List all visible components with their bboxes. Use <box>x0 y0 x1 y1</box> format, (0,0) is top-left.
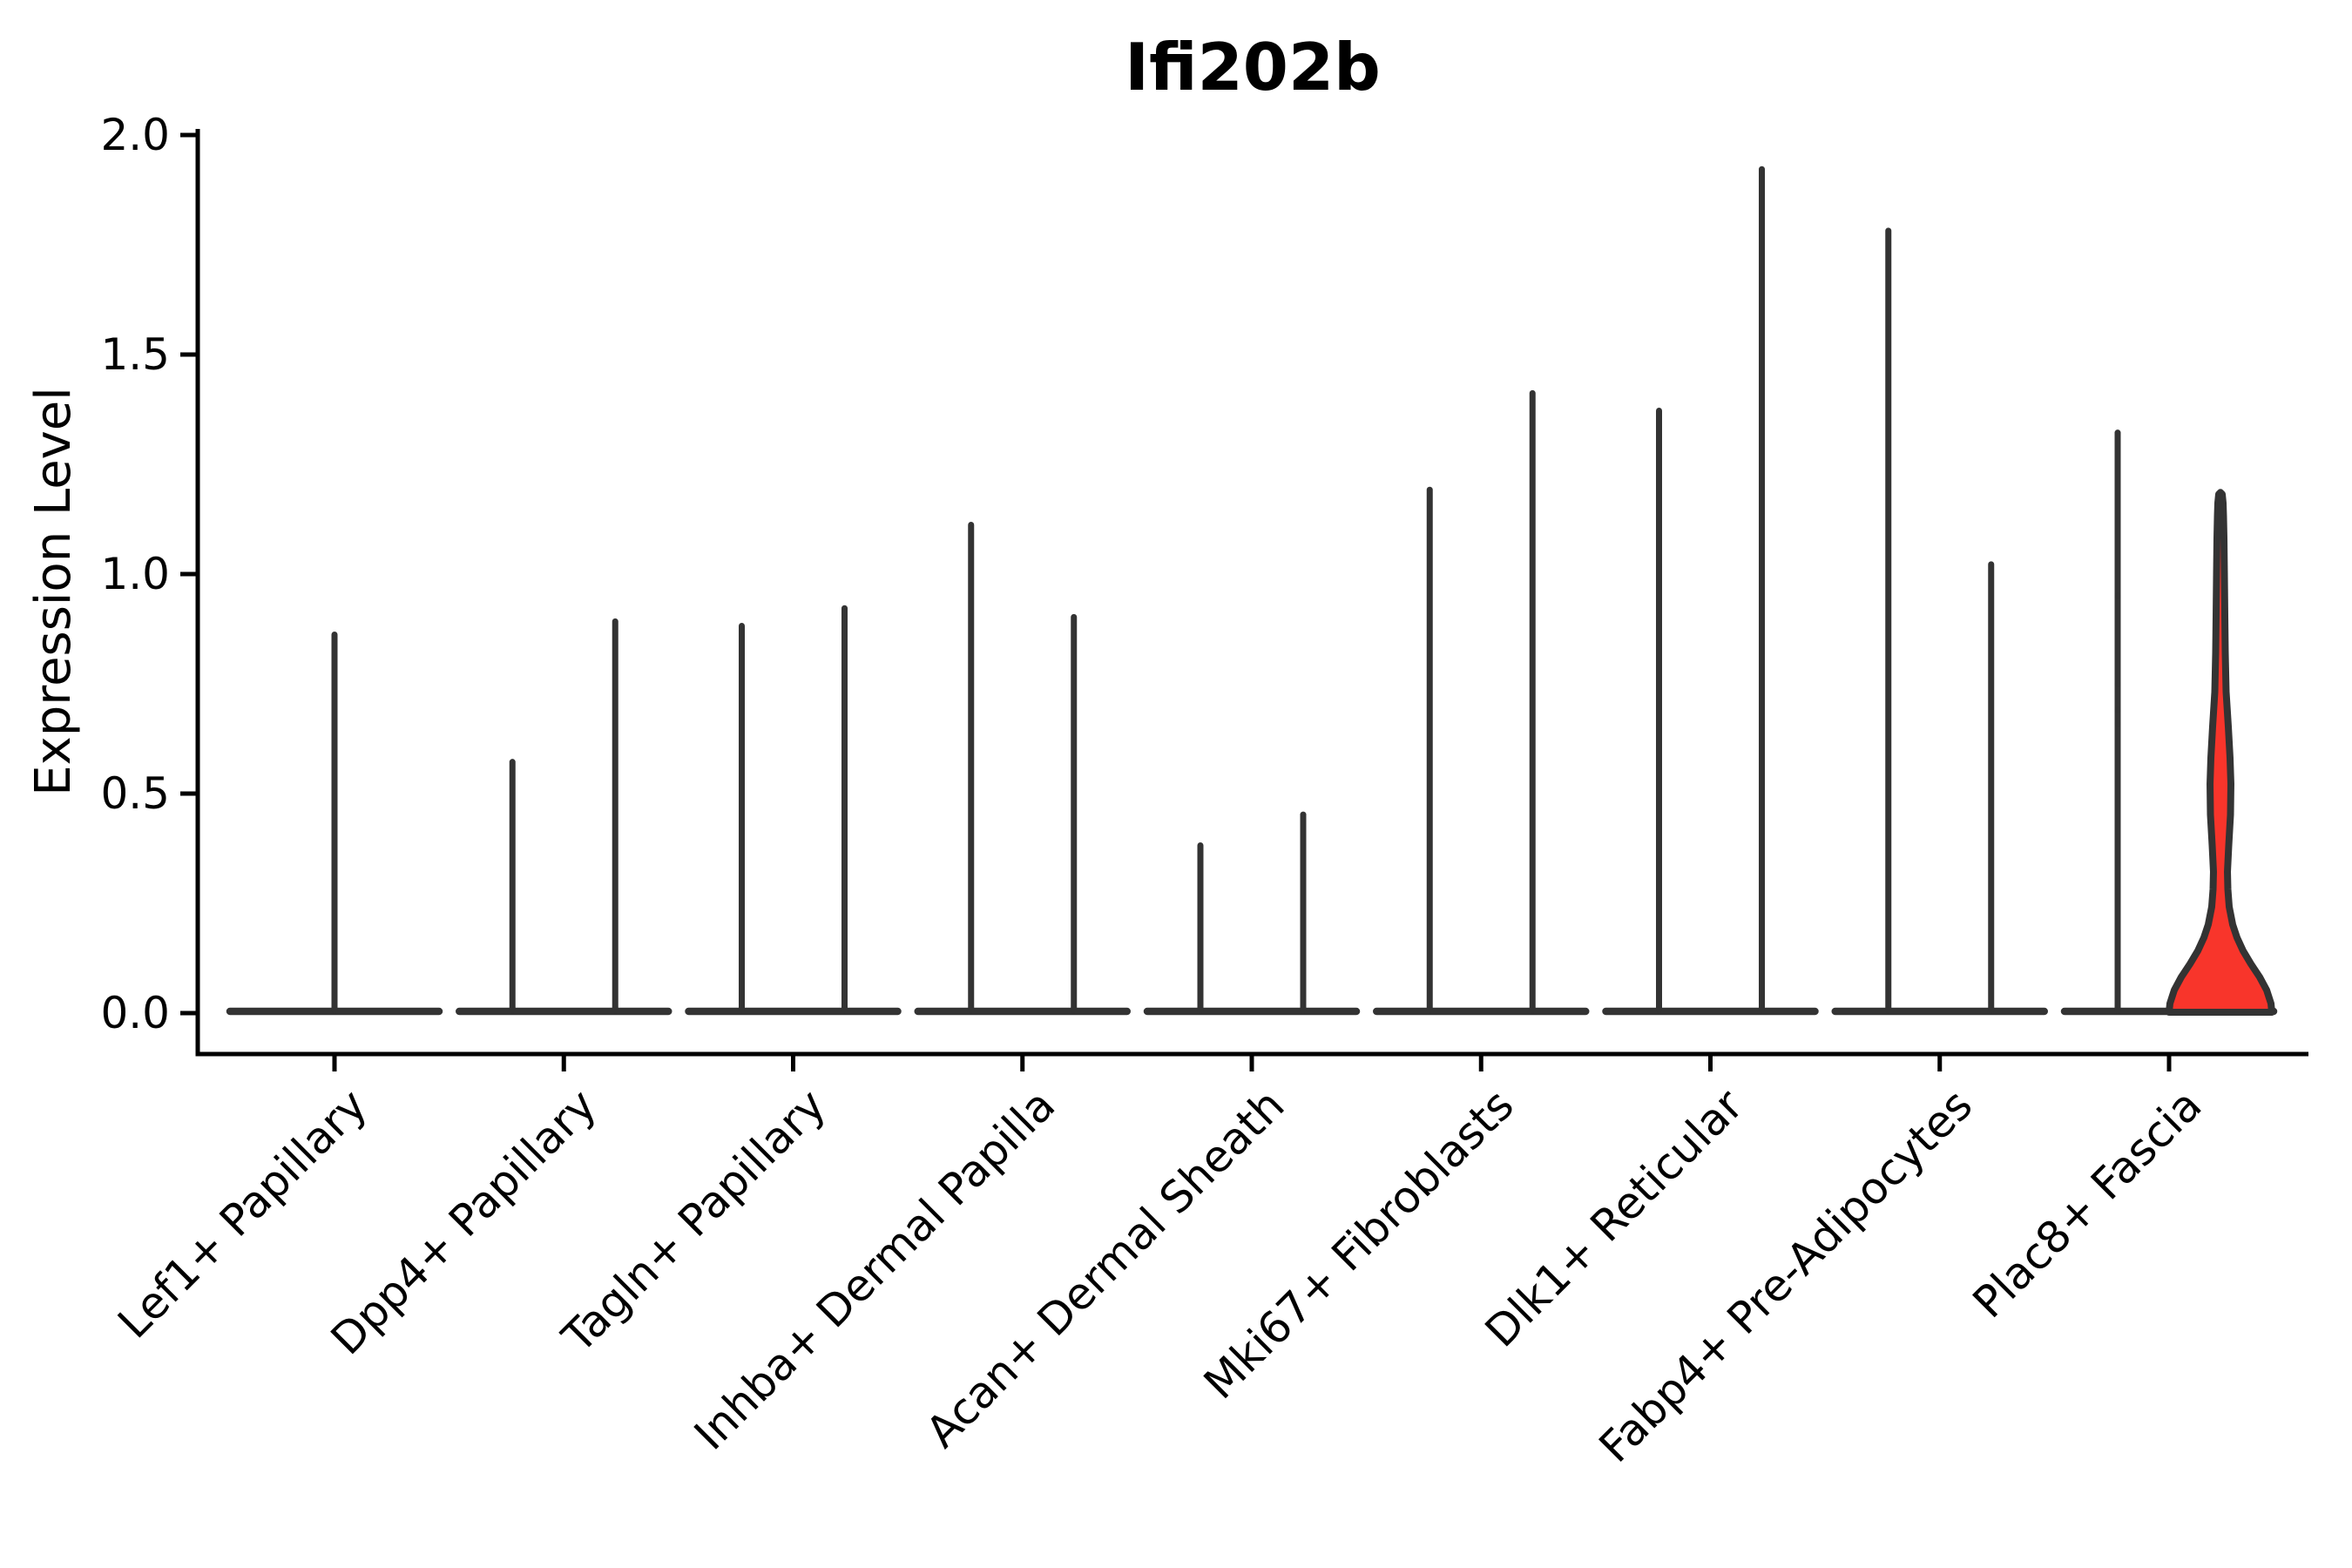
jitter-point <box>2114 706 2121 713</box>
y-tick-label: 1.0 <box>100 549 170 599</box>
y-tick-label: 0.5 <box>100 768 170 819</box>
y-tick-label: 2.0 <box>100 110 170 160</box>
axes-layer <box>180 129 2308 1071</box>
highlighted-violin <box>2166 489 2275 1016</box>
x-tick-label: Fabp4+ Pre-Adipocytes <box>1590 1079 1983 1472</box>
jitter-point <box>2114 680 2121 687</box>
chart-title: Ifi202b <box>1125 29 1381 105</box>
y-axis-label: Expression Level <box>25 387 82 796</box>
x-tick-label: Lef1+ Papillary <box>108 1079 376 1348</box>
y-tick-label: 1.5 <box>100 329 170 380</box>
y-tick-label: 0.0 <box>100 988 170 1038</box>
jitter-point <box>2114 592 2121 599</box>
x-tick-label: Plac8+ Fascia <box>1963 1079 2212 1328</box>
jitter-point <box>2114 720 2121 727</box>
violin-layer <box>226 166 2278 1016</box>
